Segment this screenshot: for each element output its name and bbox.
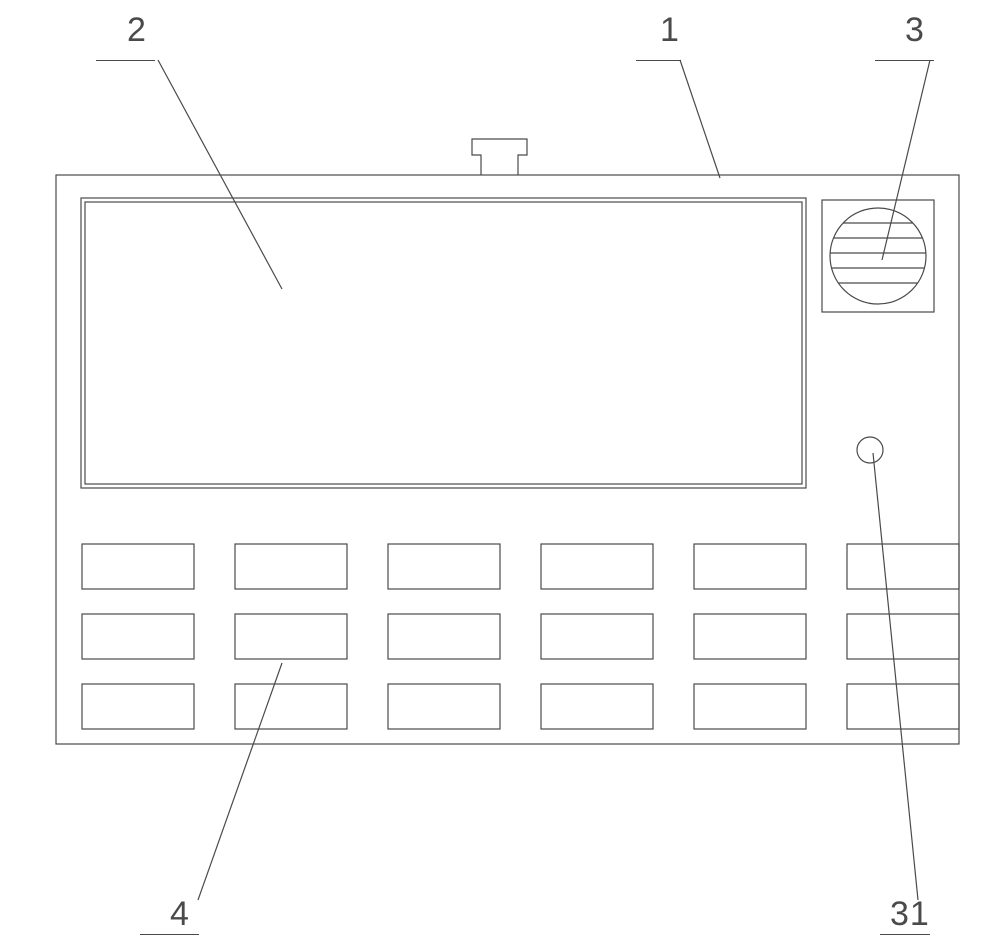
antenna <box>472 139 527 175</box>
button-key <box>847 614 959 659</box>
callout-label-4: 4 <box>170 895 190 934</box>
button-key <box>388 684 500 729</box>
button-key <box>694 544 806 589</box>
button-key <box>82 614 194 659</box>
label-underline-3 <box>875 60 934 61</box>
button-key <box>388 614 500 659</box>
leader-line-31 <box>873 453 918 900</box>
callout-label-2: 2 <box>127 11 147 50</box>
button-key <box>235 544 347 589</box>
button-key <box>694 614 806 659</box>
button-key <box>847 684 959 729</box>
indicator <box>857 437 883 463</box>
button-key <box>847 544 959 589</box>
diagram-canvas: 2 1 3 4 31 <box>0 0 1000 947</box>
label-underline-31 <box>880 934 930 935</box>
button-key <box>541 614 653 659</box>
button-key <box>235 684 347 729</box>
label-underline-1 <box>636 60 681 61</box>
label-underline-4 <box>140 934 199 935</box>
button-key <box>388 544 500 589</box>
leader-line-4 <box>198 663 282 900</box>
label-underline-2 <box>96 60 155 61</box>
leader-line-1 <box>680 60 720 178</box>
diagram-svg <box>0 0 1000 947</box>
callout-label-31: 31 <box>890 895 930 934</box>
button-key <box>541 684 653 729</box>
screen-outer <box>81 198 806 488</box>
screen-inner <box>85 202 802 484</box>
button-key <box>235 614 347 659</box>
callout-label-3: 3 <box>905 11 925 50</box>
button-key <box>541 544 653 589</box>
fan-box <box>822 200 934 312</box>
callout-label-1: 1 <box>660 11 680 50</box>
button-key <box>82 544 194 589</box>
button-key <box>82 684 194 729</box>
button-key <box>694 684 806 729</box>
leader-line-3 <box>882 60 930 260</box>
